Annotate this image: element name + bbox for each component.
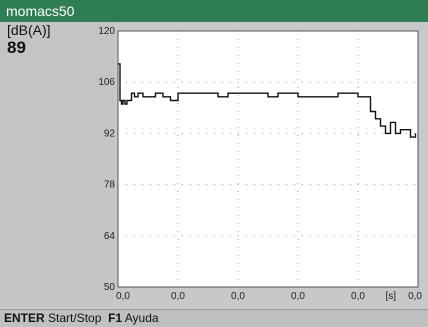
- x-tick-label: 0,0: [291, 291, 305, 302]
- status-bar: ENTER Start/Stop F1 Ayuda: [0, 309, 428, 327]
- level-readout: 89: [7, 38, 26, 57]
- y-axis: 50 64 78 92 106 120: [98, 26, 115, 293]
- window-title: momacs50: [6, 3, 75, 19]
- f1-key-label: F1: [108, 311, 123, 325]
- y-tick-label: 106: [98, 77, 115, 88]
- title-bar: momacs50: [0, 0, 428, 22]
- plot-area: [117, 30, 419, 288]
- x-axis-unit-label: [s]: [385, 291, 396, 302]
- unit-label: [dB(A)]: [7, 22, 51, 38]
- f1-action-label: Ayuda: [124, 311, 159, 325]
- enter-key-label: ENTER: [4, 311, 45, 325]
- x-tick-label: 0,0: [171, 291, 185, 302]
- enter-action-label: Start/Stop: [48, 311, 102, 325]
- grid-lines: [118, 31, 418, 287]
- y-tick-label: 50: [104, 282, 116, 293]
- readout-panel: [0, 22, 114, 307]
- level-trace: [118, 63, 417, 138]
- y-tick-label: 64: [104, 231, 116, 242]
- x-tick-label: 0,0: [231, 291, 245, 302]
- y-tick-label: 78: [104, 180, 116, 191]
- y-tick-label: 92: [104, 128, 116, 139]
- x-tick-label: 0,0: [408, 291, 422, 302]
- x-axis: 0,0 0,0 0,0 0,0 0,0 0,0 [s]: [116, 291, 422, 302]
- x-tick-label: 0,0: [351, 291, 365, 302]
- y-tick-label: 120: [98, 26, 115, 37]
- x-tick-label: 0,0: [116, 291, 130, 302]
